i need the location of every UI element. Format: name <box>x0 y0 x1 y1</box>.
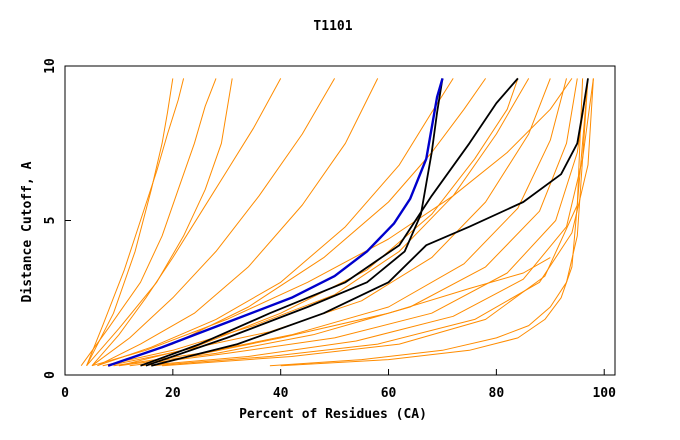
models-series-line-1 <box>86 78 233 367</box>
y-tick-label: 5 <box>43 217 58 225</box>
models-series-line-18 <box>91 78 573 367</box>
y-axis-label: Distance Cutoff, A <box>20 161 35 302</box>
y-axis-ticks: 0 5 10 <box>43 58 71 379</box>
x-tick-label: 0 <box>61 386 69 401</box>
models-series-line-15 <box>269 78 589 367</box>
models-series-line-21 <box>118 78 519 367</box>
models-series-line-13 <box>151 78 594 367</box>
models-series-line-3 <box>91 78 282 367</box>
y-tick-label: 10 <box>43 58 58 74</box>
reference-series-line-22 <box>140 77 519 367</box>
plot-lines <box>80 77 594 367</box>
models-series-line-0 <box>80 78 217 366</box>
x-tick-label: 20 <box>165 386 181 401</box>
y-tick-label: 0 <box>43 371 58 379</box>
x-tick-label: 80 <box>489 386 505 401</box>
x-axis-label: Percent of Residues (CA) <box>239 407 427 422</box>
chart-title: T1101 <box>313 19 352 34</box>
highlight-series-line-25 <box>107 78 444 367</box>
models-series-line-16 <box>280 78 584 367</box>
x-tick-label: 100 <box>592 386 616 401</box>
x-tick-label: 40 <box>273 386 289 401</box>
models-series-line-2 <box>86 78 174 366</box>
models-series-line-6 <box>97 78 454 367</box>
x-axis-ticks: 0 20 40 60 80 100 <box>61 369 616 401</box>
reference-series-line-24 <box>151 78 589 367</box>
models-series-line-4 <box>91 78 336 367</box>
models-series-line-5 <box>97 78 379 367</box>
x-tick-label: 60 <box>381 386 397 401</box>
models-series-line-10 <box>118 78 578 367</box>
models-series-line-7 <box>102 78 530 367</box>
models-series-line-19 <box>86 78 185 366</box>
reference-series-line-23 <box>145 78 444 367</box>
models-series-line-17 <box>172 257 551 361</box>
models-series-line-11 <box>129 78 589 367</box>
